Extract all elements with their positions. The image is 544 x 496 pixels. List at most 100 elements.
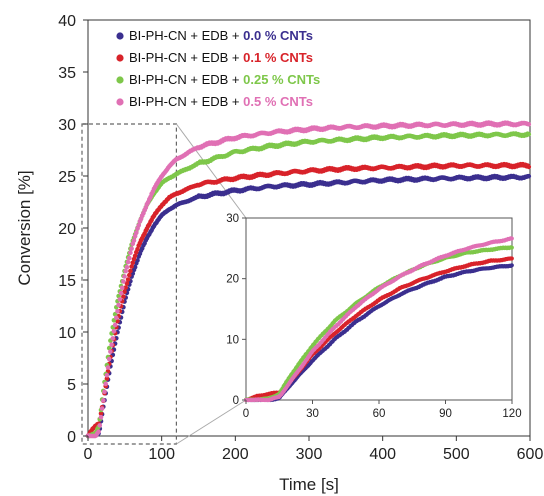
data-point (509, 263, 514, 268)
y-tick-label: 25 (58, 169, 76, 186)
data-point (128, 250, 133, 256)
data-point (123, 285, 128, 290)
data-point (127, 272, 132, 278)
y-tick-label: 5 (67, 377, 76, 394)
data-point (130, 260, 136, 266)
legend-label: BI-PH-CN + EDB + 0.0 % CNTs (129, 28, 313, 43)
inset-y-tick-label: 20 (226, 274, 239, 286)
data-point (121, 279, 126, 284)
data-point (125, 259, 131, 265)
data-point (121, 294, 126, 299)
data-point (132, 264, 138, 270)
data-point (128, 268, 133, 274)
data-point (108, 349, 113, 354)
x-axis-title: Time [s] (279, 475, 339, 494)
data-point (116, 302, 121, 308)
inset-x-tick-label: 30 (306, 408, 319, 420)
data-point (125, 277, 131, 282)
inset-y-tick-label: 10 (226, 334, 239, 346)
data-point (102, 389, 107, 395)
data-point (98, 411, 104, 416)
legend-label: BI-PH-CN + EDB + 0.25 % CNTs (129, 72, 320, 87)
data-point (122, 289, 127, 295)
x-tick-label: 200 (222, 446, 249, 463)
legend-marker (116, 98, 124, 106)
inset-y-tick-label: 0 (233, 395, 239, 407)
series-4 (85, 120, 532, 439)
y-tick-label: 10 (58, 325, 76, 342)
data-point (526, 122, 532, 127)
legend-marker (116, 54, 124, 62)
legend-entry-1: BI-PH-CN + EDB + 0.0 % CNTs (116, 28, 313, 43)
x-tick-label: 400 (369, 446, 396, 463)
inset-y-tick-label: 30 (226, 213, 239, 225)
data-point (104, 376, 110, 381)
data-point (509, 256, 514, 261)
data-point (127, 255, 132, 261)
data-point (96, 429, 101, 435)
data-point (117, 297, 123, 302)
data-point (115, 319, 120, 324)
zoom-connector-bottom (176, 399, 247, 445)
inset-x-tick-label: 60 (373, 408, 386, 420)
data-point (124, 281, 130, 286)
data-point (129, 264, 134, 269)
data-point (106, 345, 112, 351)
zoom-rectangle (81, 123, 178, 445)
data-point (97, 423, 103, 428)
inset-series-4 (243, 236, 514, 403)
data-point (98, 414, 104, 420)
legend-label: BI-PH-CN + EDB + 0.5 % CNTs (129, 94, 313, 109)
x-tick-label: 100 (148, 446, 175, 463)
legend-marker (116, 32, 124, 40)
legend-entry-4: BI-PH-CN + EDB + 0.5 % CNTs (116, 94, 313, 109)
data-point (136, 223, 141, 228)
data-point (134, 230, 139, 236)
legend-entry-2: BI-PH-CN + EDB + 0.1 % CNTs (116, 50, 313, 65)
data-point (122, 274, 127, 279)
zoom-region-box (81, 123, 247, 445)
data-point (526, 132, 532, 137)
data-point (106, 356, 112, 362)
data-point (105, 365, 111, 370)
y-tick-label: 35 (58, 65, 76, 82)
data-point (115, 309, 120, 314)
inset-x-tick-label: 0 (243, 408, 249, 420)
y-tick-label: 30 (58, 117, 76, 134)
data-point (124, 264, 130, 270)
data-point (118, 290, 124, 296)
data-point (111, 329, 117, 334)
data-point (129, 246, 134, 251)
inset-x-tick-label: 120 (502, 408, 521, 420)
x-tick-label: 500 (443, 446, 470, 463)
data-point (123, 268, 128, 274)
y-tick-label: 15 (58, 273, 76, 290)
main-series-group (85, 120, 532, 439)
data-point (112, 322, 118, 328)
legend-label: BI-PH-CN + EDB + 0.1 % CNTs (129, 50, 313, 65)
data-point (135, 258, 140, 263)
y-axis-title: Conversion [%] (15, 170, 34, 285)
zoom-connector-top (175, 123, 247, 219)
data-point (135, 246, 140, 252)
x-tick-label: 0 (84, 446, 93, 463)
data-point (101, 398, 106, 403)
legend-entry-3: BI-PH-CN + EDB + 0.25 % CNTs (116, 72, 320, 87)
data-point (99, 406, 105, 411)
legend-marker (116, 76, 124, 84)
data-point (103, 381, 108, 387)
inset-plot: 0 30 60 90 120 0 10 20 30 (226, 213, 521, 420)
data-point (104, 373, 110, 378)
y-tick-label: 0 (67, 429, 76, 446)
data-point (119, 285, 125, 291)
data-point (526, 164, 532, 170)
legend: BI-PH-CN + EDB + 0.0 % CNTs BI-PH-CN + ED… (116, 28, 320, 109)
data-point (509, 245, 514, 250)
series-2 (85, 161, 532, 439)
x-tick-label: 600 (517, 446, 544, 463)
data-point (131, 238, 137, 243)
data-point (114, 315, 119, 321)
data-point (509, 236, 514, 241)
